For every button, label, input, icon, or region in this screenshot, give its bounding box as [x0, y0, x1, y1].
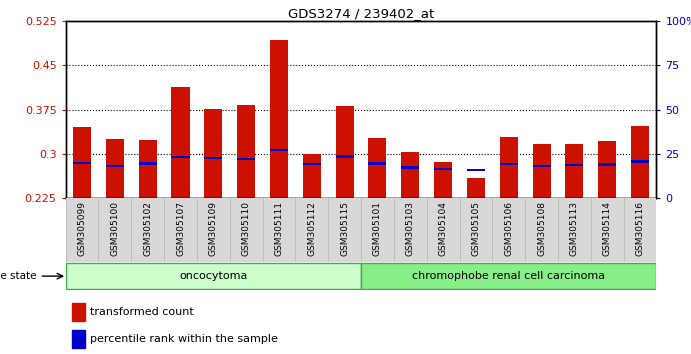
Text: transformed count: transformed count — [91, 307, 194, 317]
Text: GSM305101: GSM305101 — [373, 201, 382, 256]
Bar — [303, 154, 321, 198]
FancyBboxPatch shape — [361, 263, 656, 289]
Text: GSM305103: GSM305103 — [406, 201, 415, 256]
Bar — [565, 144, 583, 198]
Bar — [106, 165, 124, 167]
Bar — [565, 164, 583, 166]
Bar — [368, 138, 386, 198]
Text: GSM305100: GSM305100 — [111, 201, 120, 256]
Bar — [237, 105, 255, 198]
FancyBboxPatch shape — [66, 263, 361, 289]
Text: GSM305104: GSM305104 — [439, 201, 448, 256]
Bar — [467, 169, 485, 171]
Bar — [237, 158, 255, 160]
Text: GSM305108: GSM305108 — [537, 201, 546, 256]
Bar — [139, 141, 157, 198]
Bar — [598, 141, 616, 198]
Text: GSM305102: GSM305102 — [143, 201, 152, 256]
Bar — [72, 303, 84, 321]
Bar — [106, 139, 124, 198]
Text: GSM305109: GSM305109 — [209, 201, 218, 256]
Bar — [270, 149, 288, 151]
Bar — [205, 157, 223, 159]
Bar — [434, 167, 452, 170]
Text: percentile rank within the sample: percentile rank within the sample — [91, 334, 278, 344]
Text: GSM305114: GSM305114 — [603, 201, 612, 256]
Bar — [401, 166, 419, 169]
Bar — [336, 105, 354, 198]
Text: GSM305116: GSM305116 — [636, 201, 645, 256]
Text: GSM305113: GSM305113 — [570, 201, 579, 256]
Text: GSM305115: GSM305115 — [340, 201, 349, 256]
Bar — [500, 137, 518, 198]
Bar — [72, 330, 84, 348]
Bar — [467, 178, 485, 198]
Bar — [205, 109, 223, 198]
Bar — [500, 163, 518, 165]
Bar — [73, 162, 91, 164]
Bar — [139, 162, 157, 165]
Text: GSM305106: GSM305106 — [504, 201, 513, 256]
Text: GSM305111: GSM305111 — [274, 201, 283, 256]
Text: GSM305112: GSM305112 — [307, 201, 316, 256]
Text: disease state: disease state — [0, 271, 37, 281]
Bar — [631, 160, 649, 163]
Bar — [631, 126, 649, 198]
Bar — [434, 162, 452, 198]
Text: oncocytoma: oncocytoma — [179, 271, 247, 281]
Bar — [171, 156, 189, 158]
Text: GSM305105: GSM305105 — [471, 201, 480, 256]
Text: GSM305110: GSM305110 — [242, 201, 251, 256]
Bar — [401, 152, 419, 198]
Text: GSM305099: GSM305099 — [77, 201, 86, 256]
Bar — [533, 165, 551, 167]
Bar — [270, 40, 288, 198]
Bar — [336, 155, 354, 158]
Bar — [171, 87, 189, 198]
Title: GDS3274 / 239402_at: GDS3274 / 239402_at — [288, 7, 434, 20]
Bar — [368, 162, 386, 165]
Bar — [73, 127, 91, 198]
Bar — [598, 164, 616, 166]
Text: chromophobe renal cell carcinoma: chromophobe renal cell carcinoma — [413, 271, 605, 281]
Text: GSM305107: GSM305107 — [176, 201, 185, 256]
Bar — [533, 144, 551, 198]
Bar — [303, 163, 321, 165]
